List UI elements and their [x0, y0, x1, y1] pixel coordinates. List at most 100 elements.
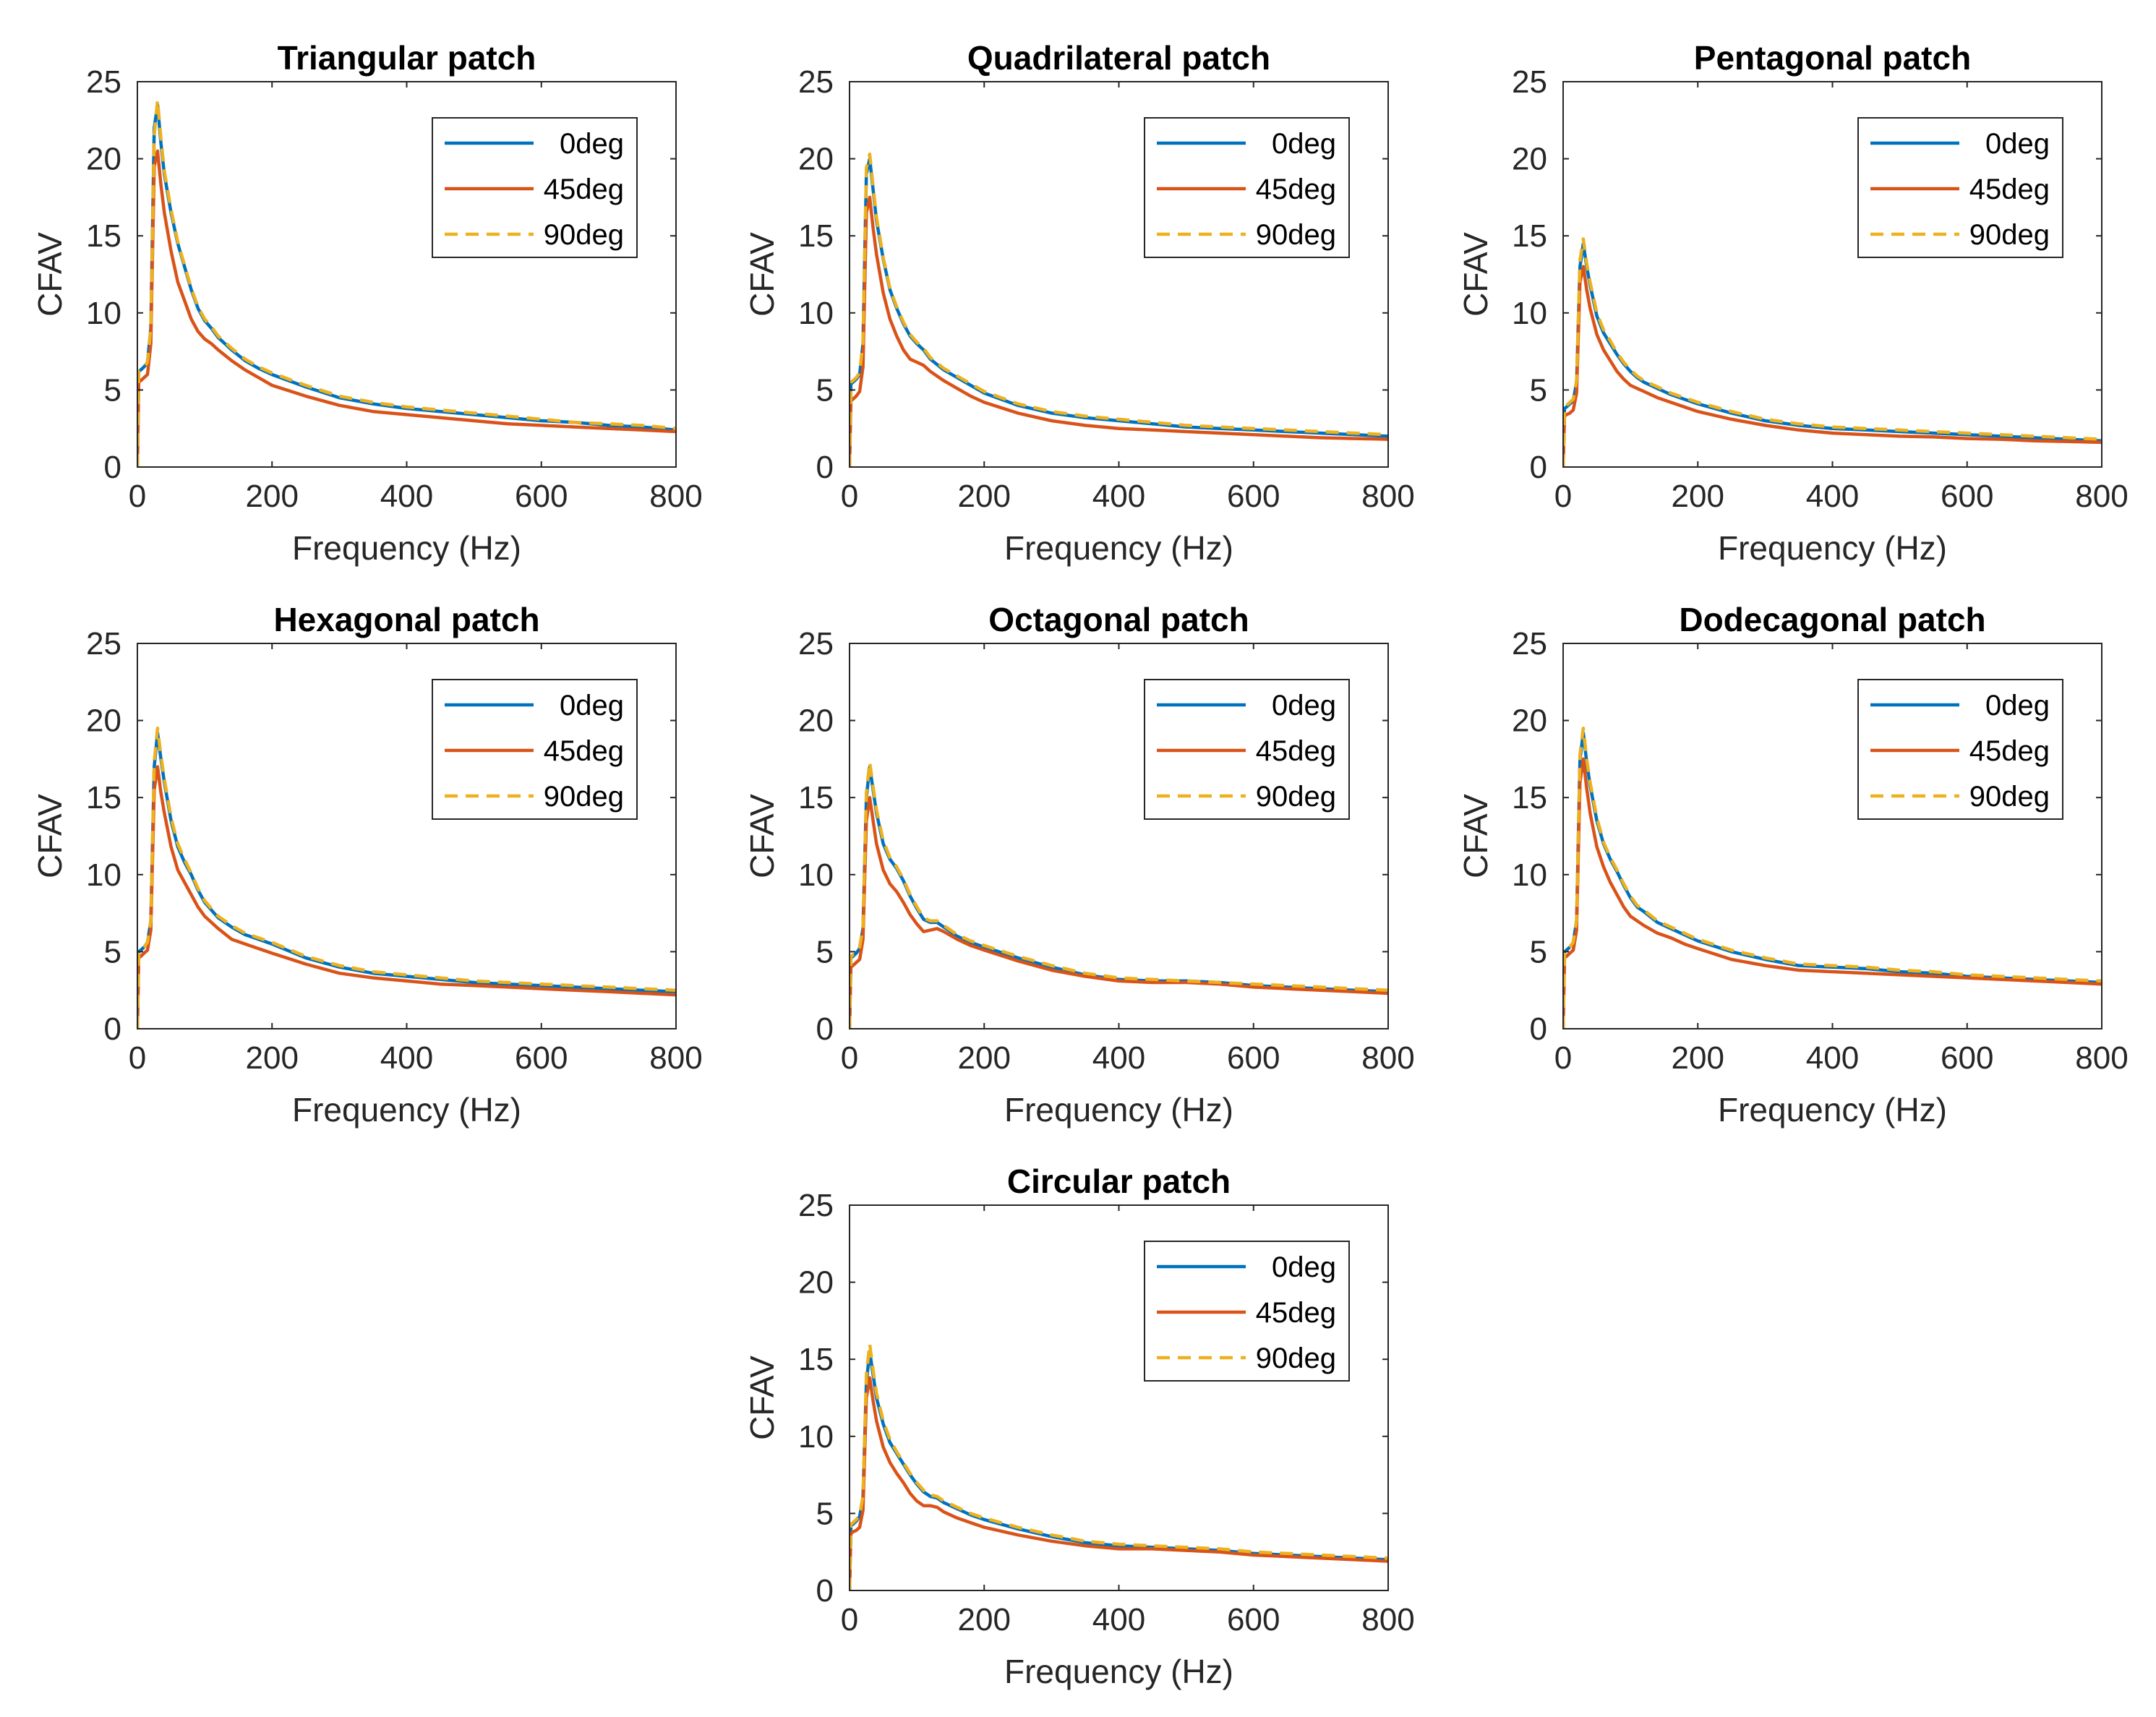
- x-tick-label: 800: [1361, 1602, 1414, 1637]
- chart-title: Octagonal patch: [988, 601, 1249, 638]
- x-tick-label: 200: [1672, 1040, 1724, 1076]
- y-tick-label: 5: [816, 372, 834, 408]
- x-tick-label: 600: [1941, 479, 1993, 514]
- y-tick-label: 0: [816, 1573, 834, 1609]
- y-tick-label: 15: [798, 780, 834, 815]
- y-tick-label: 25: [86, 64, 121, 100]
- series-line-90deg: [1563, 727, 2102, 1029]
- x-tick-label: 200: [246, 1040, 299, 1076]
- x-tick-label: 800: [2075, 479, 2128, 514]
- x-axis-label: Frequency (Hz): [1004, 1653, 1233, 1690]
- x-tick-label: 0: [129, 1040, 146, 1076]
- y-tick-label: 25: [798, 64, 834, 100]
- x-axis-label: Frequency (Hz): [1004, 529, 1233, 567]
- x-axis-label: Frequency (Hz): [292, 529, 521, 567]
- legend-label: 90deg: [1969, 219, 2050, 251]
- x-tick-label: 200: [958, 1040, 1011, 1076]
- y-tick-label: 15: [86, 780, 121, 815]
- y-tick-label: 5: [1530, 934, 1547, 969]
- x-tick-label: 200: [246, 479, 299, 514]
- x-tick-label: 600: [515, 479, 568, 514]
- legend-label: 0deg: [560, 128, 624, 160]
- x-tick-label: 0: [129, 479, 146, 514]
- series-line-90deg: [137, 727, 676, 1029]
- y-tick-label: 15: [86, 218, 121, 254]
- y-tick-label: 0: [1530, 450, 1547, 485]
- chart-title: Dodecagonal patch: [1679, 601, 1985, 638]
- legend-label: 45deg: [1969, 174, 2050, 205]
- legend: 0deg 45deg 90deg: [432, 679, 638, 820]
- y-axis-label: CFAV: [1457, 794, 1494, 878]
- y-tick-label: 0: [104, 450, 121, 485]
- x-tick-label: 400: [1092, 1040, 1145, 1076]
- chart-title: Triangular patch: [278, 39, 536, 77]
- legend-label: 0deg: [560, 690, 624, 722]
- x-tick-label: 600: [1227, 1040, 1280, 1076]
- x-tick-label: 400: [1806, 479, 1859, 514]
- x-axis-label: Frequency (Hz): [1718, 529, 1947, 567]
- y-tick-label: 20: [798, 142, 834, 177]
- x-tick-label: 400: [1092, 479, 1145, 514]
- chart-title: Circular patch: [1007, 1162, 1231, 1200]
- x-tick-label: 400: [1092, 1602, 1145, 1637]
- x-tick-label: 0: [841, 479, 858, 514]
- y-tick-label: 5: [816, 934, 834, 969]
- series-line-90deg: [850, 152, 1388, 468]
- legend-label: 45deg: [1256, 174, 1336, 205]
- subplot-4: 0 200 400 600 800 0 5 10 15 20 25 Octagonal patch Fr…: [743, 601, 1415, 1129]
- y-tick-label: 5: [816, 1496, 834, 1531]
- y-tick-label: 10: [86, 296, 121, 331]
- x-tick-label: 200: [958, 479, 1011, 514]
- y-tick-label: 0: [1530, 1011, 1547, 1047]
- y-tick-label: 20: [1512, 142, 1547, 177]
- series-line-90deg: [850, 760, 1388, 1029]
- x-tick-label: 600: [1227, 479, 1280, 514]
- y-tick-label: 25: [1512, 626, 1547, 661]
- y-tick-label: 20: [798, 1265, 834, 1301]
- y-axis-label: CFAV: [31, 794, 69, 878]
- legend-label: 0deg: [1272, 1251, 1336, 1283]
- y-tick-label: 15: [1512, 218, 1547, 254]
- x-tick-label: 600: [1227, 1602, 1280, 1637]
- y-tick-label: 15: [798, 1342, 834, 1377]
- legend: 0deg 45deg 90deg: [1144, 117, 1350, 258]
- legend-label: 90deg: [1256, 1343, 1336, 1374]
- legend-label: 90deg: [1256, 219, 1336, 251]
- x-tick-label: 0: [1554, 479, 1572, 514]
- legend-label: 90deg: [544, 219, 624, 251]
- subplot-1: 0 200 400 600 800 0 5 10 15 20 25 Quadrilateral pat…: [743, 39, 1415, 567]
- y-tick-label: 20: [86, 703, 121, 739]
- y-tick-label: 5: [104, 372, 121, 408]
- legend-label: 45deg: [1256, 1297, 1336, 1329]
- y-tick-label: 10: [1512, 296, 1547, 331]
- y-axis-label: CFAV: [743, 232, 781, 317]
- y-tick-label: 25: [86, 626, 121, 661]
- legend-label: 0deg: [1272, 128, 1336, 160]
- x-tick-label: 400: [1806, 1040, 1859, 1076]
- legend-label: 45deg: [1256, 735, 1336, 767]
- y-axis-label: CFAV: [743, 794, 781, 878]
- x-tick-label: 600: [515, 1040, 568, 1076]
- y-tick-label: 5: [104, 934, 121, 969]
- legend: 0deg 45deg 90deg: [432, 117, 638, 258]
- x-tick-label: 0: [1554, 1040, 1572, 1076]
- y-tick-label: 0: [104, 1011, 121, 1047]
- y-tick-label: 20: [798, 703, 834, 739]
- x-tick-label: 400: [380, 479, 433, 514]
- legend-label: 45deg: [1969, 735, 2050, 767]
- x-axis-label: Frequency (Hz): [292, 1091, 521, 1129]
- y-tick-label: 25: [798, 1188, 834, 1223]
- y-tick-label: 25: [1512, 64, 1547, 100]
- x-tick-label: 800: [1361, 1040, 1414, 1076]
- y-axis-label: CFAV: [31, 232, 69, 317]
- legend: 0deg 45deg 90deg: [1857, 117, 2063, 258]
- y-tick-label: 0: [816, 450, 834, 485]
- y-tick-label: 10: [798, 857, 834, 893]
- x-tick-label: 0: [841, 1040, 858, 1076]
- y-axis-label: CFAV: [743, 1356, 781, 1440]
- subplot-5: 0 200 400 600 800 0 5 10 15 20 25 Dodecagonal patch…: [1457, 601, 2129, 1129]
- y-tick-label: 20: [1512, 703, 1547, 739]
- y-tick-label: 10: [86, 857, 121, 893]
- y-tick-label: 0: [816, 1011, 834, 1047]
- series-line-90deg: [137, 98, 676, 468]
